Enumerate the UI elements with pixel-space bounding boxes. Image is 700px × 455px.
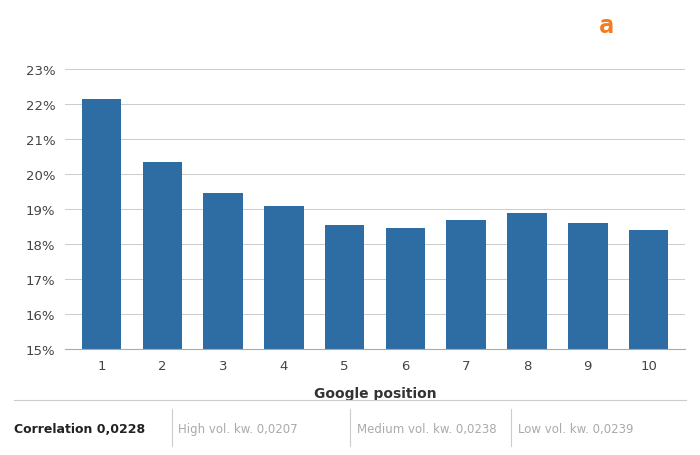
Bar	[143, 162, 182, 455]
Text: Low vol. kw. 0,0239: Low vol. kw. 0,0239	[518, 423, 634, 435]
Bar	[386, 229, 425, 455]
Bar	[447, 220, 486, 455]
Bar	[203, 194, 243, 455]
Bar	[508, 213, 547, 455]
Text: High vol. kw. 0,0207: High vol. kw. 0,0207	[178, 423, 298, 435]
X-axis label: Google position: Google position	[314, 386, 436, 400]
Bar	[82, 100, 121, 455]
Text: Medium vol. kw. 0,0238: Medium vol. kw. 0,0238	[357, 423, 496, 435]
Text: hrefs: hrefs	[621, 14, 696, 38]
Text: Correlation 0,0228: Correlation 0,0228	[14, 423, 145, 435]
Bar	[568, 223, 608, 455]
Bar	[325, 225, 365, 455]
Text: Percent of pages with links to DR 70+ websites: Percent of pages with links to DR 70+ we…	[13, 16, 514, 35]
Bar	[264, 206, 304, 455]
Text: a: a	[598, 14, 613, 38]
Bar	[629, 231, 668, 455]
